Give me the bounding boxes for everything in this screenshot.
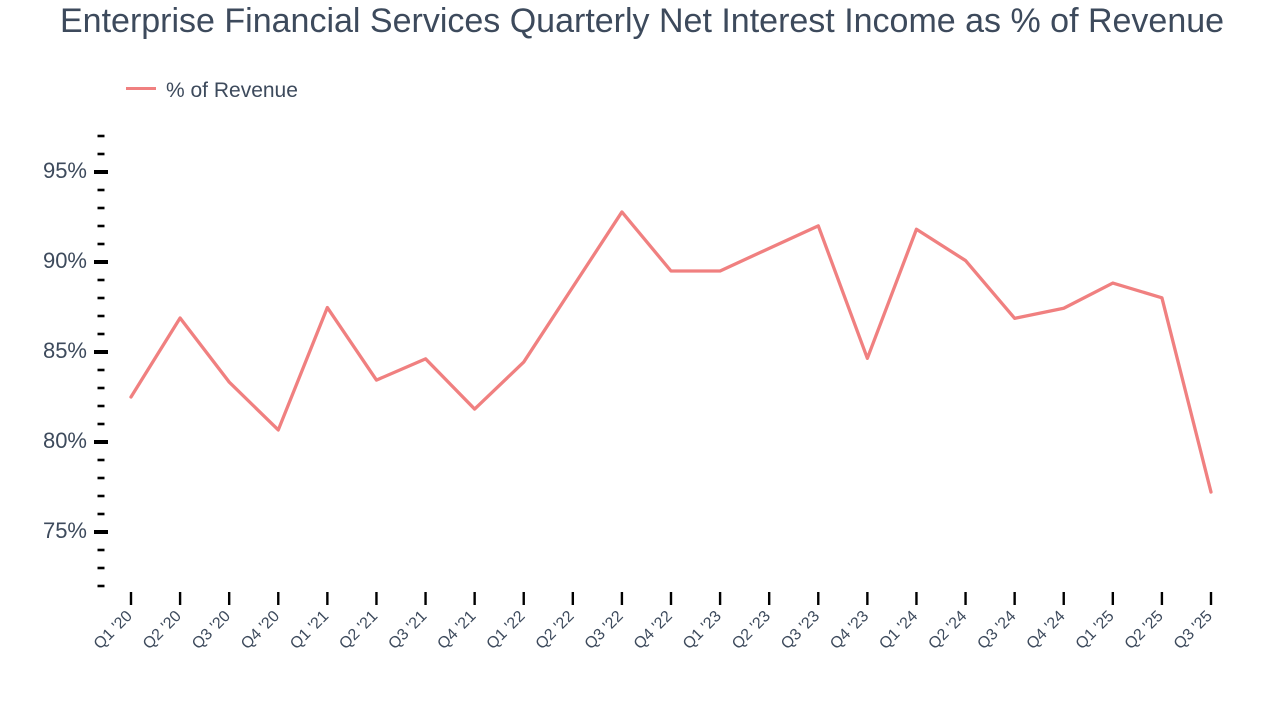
svg-text:Q2 '21: Q2 '21: [336, 608, 381, 653]
svg-text:Q3 '20: Q3 '20: [189, 608, 234, 653]
svg-text:Q3 '22: Q3 '22: [582, 608, 627, 653]
svg-text:Q4 '21: Q4 '21: [434, 608, 479, 653]
svg-text:Q1 '20: Q1 '20: [91, 608, 136, 653]
svg-text:Q2 '22: Q2 '22: [533, 608, 578, 653]
svg-text:Q4 '22: Q4 '22: [631, 608, 676, 653]
svg-text:Q1 '23: Q1 '23: [680, 608, 725, 653]
svg-text:Q1 '24: Q1 '24: [876, 608, 921, 653]
svg-text:Q3 '25: Q3 '25: [1171, 608, 1216, 653]
svg-text:Q4 '24: Q4 '24: [1024, 608, 1069, 653]
svg-text:Q2 '20: Q2 '20: [140, 608, 185, 653]
svg-text:Q2 '25: Q2 '25: [1122, 608, 1167, 653]
svg-text:Q4 '20: Q4 '20: [238, 608, 283, 653]
svg-text:Q3 '21: Q3 '21: [385, 608, 430, 653]
svg-text:Q1 '22: Q1 '22: [484, 608, 529, 653]
svg-text:Q2 '23: Q2 '23: [729, 608, 774, 653]
svg-text:Q4 '23: Q4 '23: [827, 608, 872, 653]
svg-text:Q3 '24: Q3 '24: [974, 608, 1019, 653]
svg-text:Q1 '25: Q1 '25: [1073, 608, 1118, 653]
svg-text:Q1 '21: Q1 '21: [287, 608, 332, 653]
svg-text:Q2 '24: Q2 '24: [925, 608, 970, 653]
svg-text:Q3 '23: Q3 '23: [778, 608, 823, 653]
